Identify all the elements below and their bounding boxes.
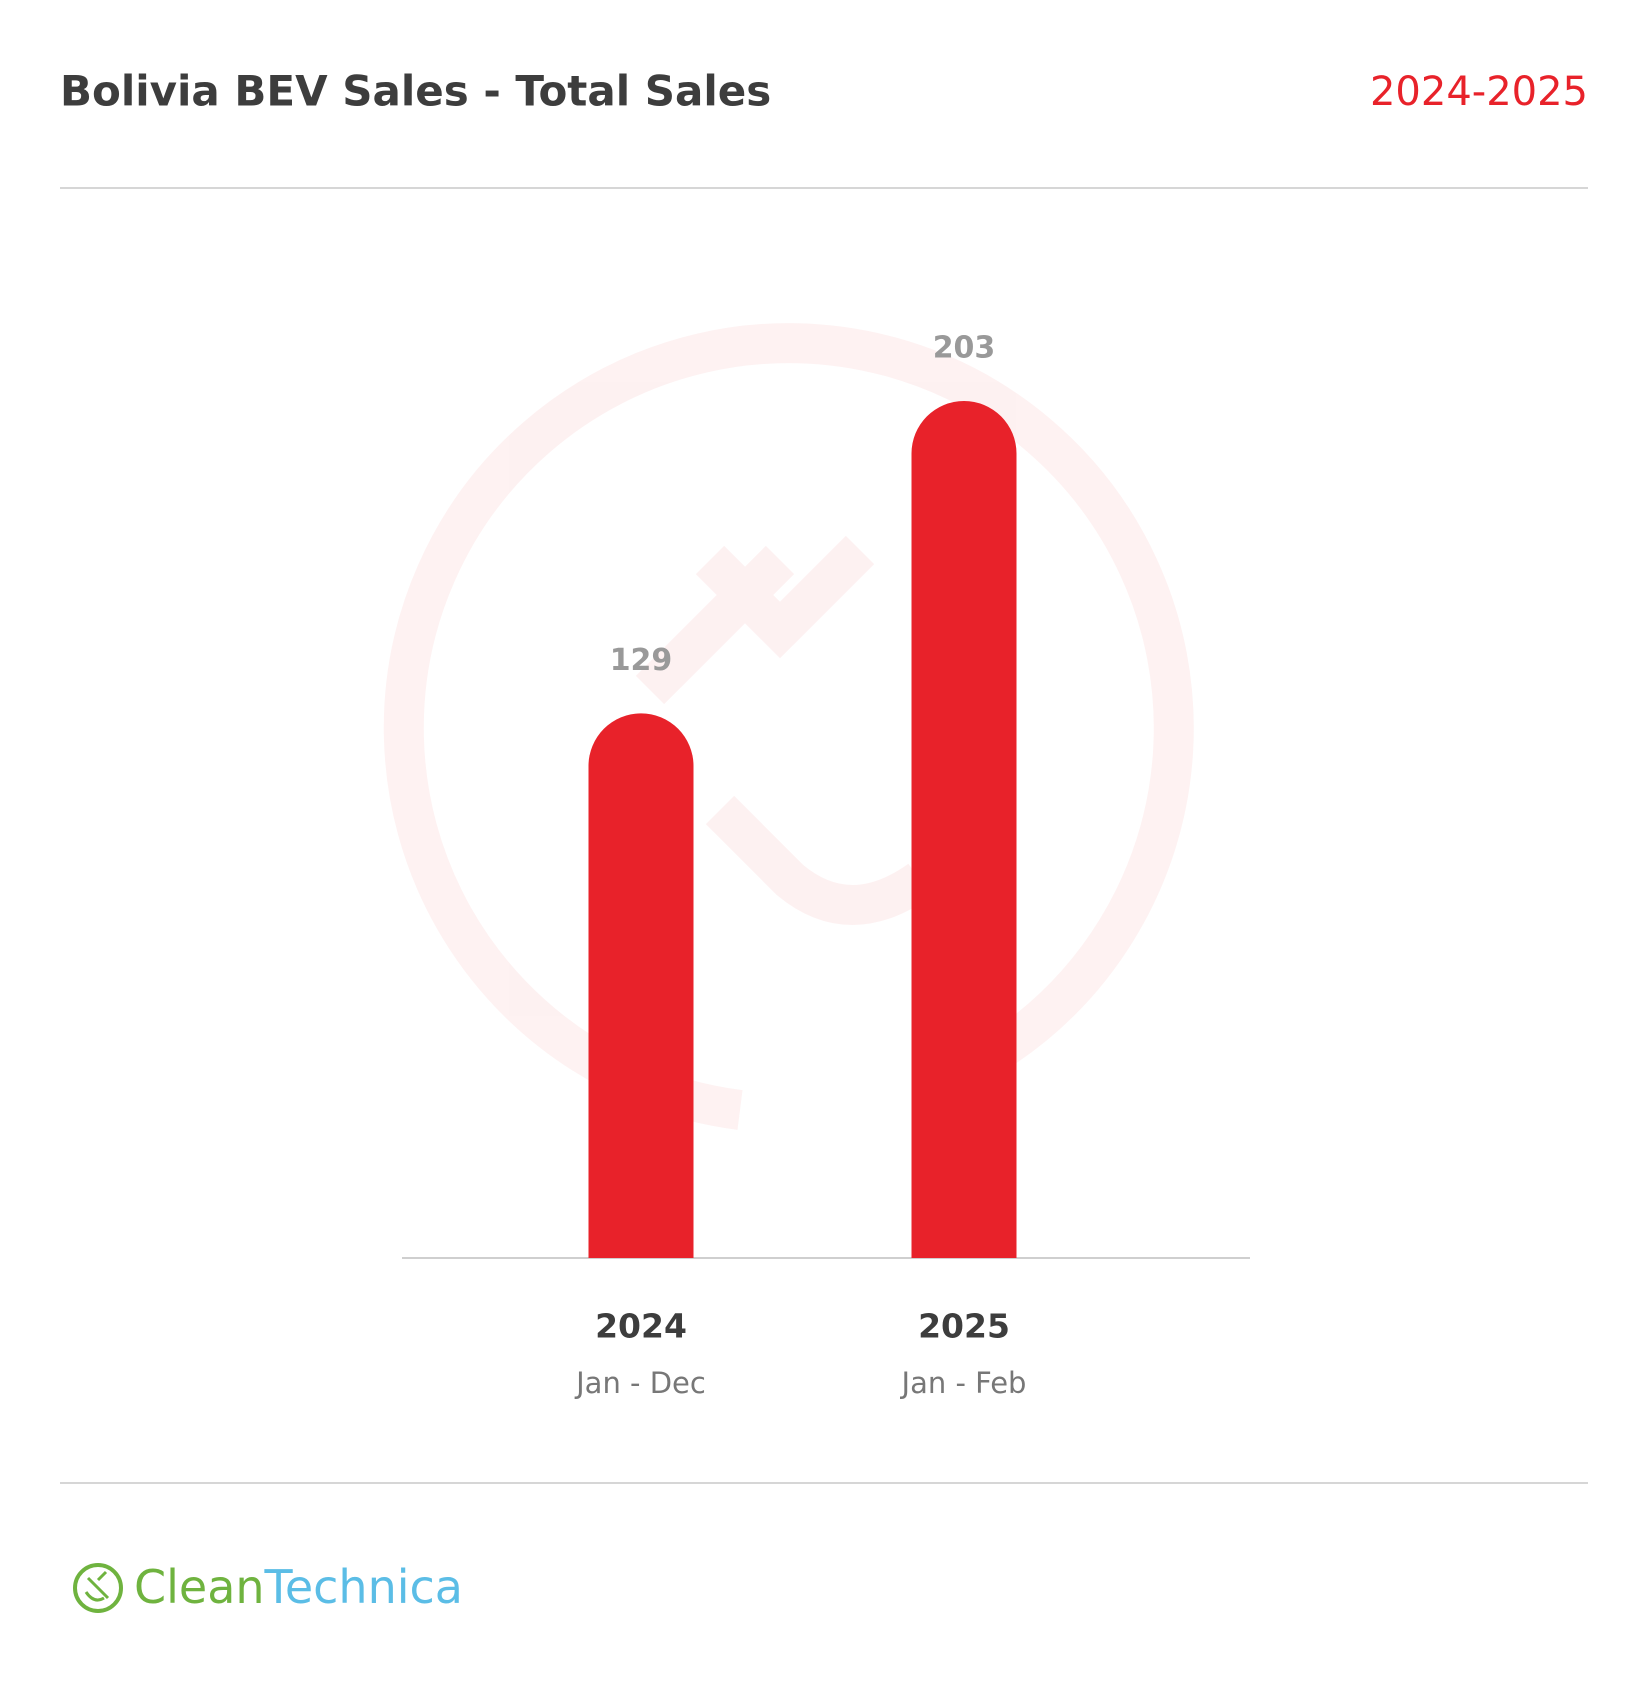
- logo-text: CleanTechnica: [134, 1560, 463, 1614]
- bar: [588, 713, 694, 1258]
- logo-icon: [73, 1563, 123, 1613]
- logo-icon: [84, 1570, 110, 1602]
- x-tick-sublabel: Jan - Feb: [900, 1366, 1027, 1400]
- value-label: 129: [610, 643, 673, 678]
- chart-subtitle: 2024-2025: [1370, 69, 1588, 115]
- brand-logo: CleanTechnica: [73, 1560, 463, 1614]
- bar: [911, 401, 1017, 1259]
- x-tick-sublabel: Jan - Dec: [574, 1366, 706, 1400]
- chart-title: Bolivia BEV Sales - Total Sales: [60, 67, 771, 116]
- x-tick-label: 2025: [918, 1307, 1010, 1346]
- x-tick-label: 2024: [595, 1307, 687, 1346]
- logo-text-second: Technica: [264, 1560, 463, 1614]
- logo-text-first: Clean: [134, 1560, 265, 1614]
- watermark: [383, 323, 1194, 1130]
- value-label: 203: [933, 331, 996, 366]
